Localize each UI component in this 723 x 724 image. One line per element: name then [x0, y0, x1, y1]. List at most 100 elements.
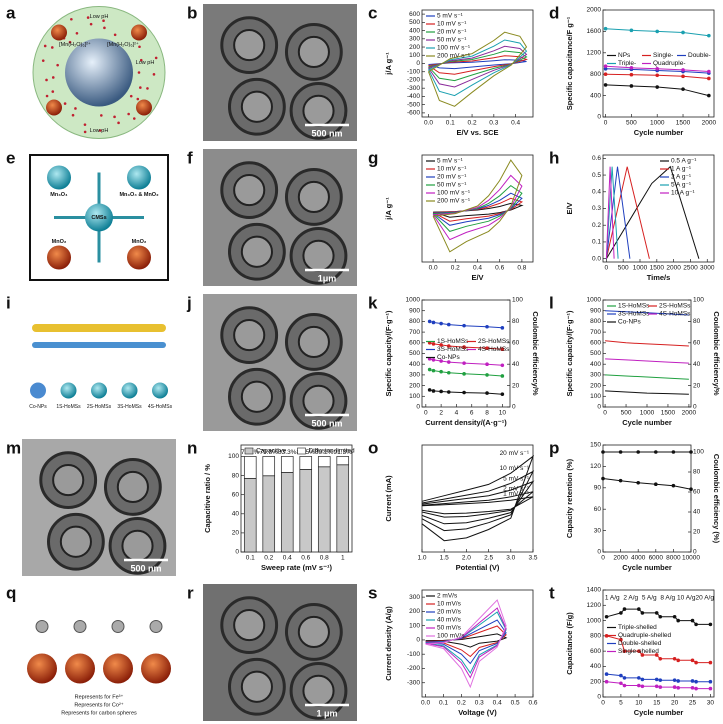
y-tick-label: 1000	[587, 617, 602, 624]
y2-tick-label: 60	[512, 340, 520, 347]
x-tick-label: 15	[653, 700, 661, 707]
y-axis-label: Specific capacitance/F g⁻¹	[565, 16, 574, 110]
y-tick-label: 2000	[587, 7, 602, 14]
particle-core	[297, 35, 330, 69]
point	[672, 614, 677, 619]
particle-core	[240, 670, 273, 703]
y-tick-label: 400	[590, 92, 601, 99]
plot-frame	[602, 9, 715, 118]
particle-core	[302, 674, 335, 707]
hollow-sphere	[65, 653, 95, 684]
legend-label: 2S-HoMSs	[478, 338, 510, 345]
point	[708, 686, 713, 691]
diagram-label: MnO₂	[132, 239, 147, 245]
y-tick-label: 1400	[587, 587, 602, 594]
ion	[71, 113, 75, 117]
series-line	[605, 310, 689, 316]
ion	[63, 102, 67, 105]
panel-letter: l	[549, 293, 554, 312]
y-tick-label: 500	[409, 350, 420, 357]
point	[676, 686, 680, 690]
point	[676, 618, 680, 623]
point	[707, 33, 711, 38]
y-tick-label: 200	[590, 382, 601, 389]
y2-tick-label: 100	[512, 297, 523, 304]
point	[694, 622, 698, 627]
y-tick-label: 400	[409, 361, 420, 368]
y2-tick-label: 20	[693, 529, 701, 536]
x-tick-label: 0.0	[421, 700, 430, 707]
point	[500, 326, 505, 330]
series-line	[605, 340, 689, 347]
y-tick-label: 300	[409, 36, 420, 43]
y-tick-label: 900	[590, 307, 601, 314]
sphere	[47, 165, 71, 190]
y-tick-label: 100	[409, 52, 420, 59]
legend-label: 1 A g⁻¹	[671, 166, 692, 173]
x-tick-label: 8	[485, 410, 489, 417]
rate-label: 2 A/g	[623, 595, 638, 602]
ion	[127, 112, 130, 116]
x-tick-label: 0.4	[493, 700, 502, 707]
point	[485, 391, 489, 395]
y-tick-label: 120	[590, 463, 601, 470]
legend-label: 100 mV/s	[437, 633, 465, 640]
point	[655, 67, 660, 71]
legend-label: Co-NPs	[437, 354, 461, 361]
x-tick-label: 1000	[633, 265, 648, 272]
x-tick-label: 0.1	[446, 120, 455, 127]
carbon-sphere	[73, 620, 87, 633]
y-axis-label: Capacitance (F/g)	[565, 612, 574, 675]
shell-particle	[51, 24, 67, 41]
point	[671, 450, 676, 454]
series-line	[605, 166, 619, 259]
value-label: 91.3%	[334, 449, 353, 456]
point	[681, 87, 685, 91]
y2-tick-label: 40	[693, 361, 701, 368]
carbon-sphere	[149, 620, 163, 633]
series-line	[428, 50, 528, 82]
y-tick-label: 0	[416, 404, 420, 411]
point	[629, 84, 634, 88]
legend-label: 20 mV s⁻¹	[437, 174, 467, 181]
y2-tick-label: 100	[693, 449, 704, 456]
y-tick-label: 300	[590, 372, 601, 379]
x-tick-label: 1000	[640, 410, 655, 417]
legend-label: 3S-HoMSs	[618, 311, 650, 318]
y-tick-label: 300	[409, 372, 420, 379]
point	[462, 361, 466, 365]
y-tick-label: 0.5	[592, 172, 601, 179]
y-tick-label: 200	[590, 678, 601, 685]
point	[427, 319, 432, 324]
x-tick-label: 2000	[682, 410, 697, 417]
point	[640, 677, 645, 682]
ion	[139, 58, 143, 62]
point	[439, 389, 443, 394]
legend-label: 2 mV/s	[437, 593, 458, 600]
x-tick-label: 1000	[650, 120, 665, 127]
y-tick-label: 400	[590, 361, 601, 368]
x-tick-label: 2000	[666, 265, 681, 272]
diagram-label: 3S-HoMSs	[117, 404, 142, 410]
legend-label: 10 mV/s	[437, 601, 462, 608]
ion	[56, 63, 59, 67]
series-line	[605, 166, 631, 259]
x-axis-label: Potential (V)	[456, 563, 500, 572]
x-tick-label: 0.4	[473, 265, 482, 272]
point	[629, 65, 634, 70]
legend-label: Quadruple-	[653, 60, 686, 67]
ion	[152, 73, 156, 76]
y-axis-label: Current density (A/g)	[384, 606, 393, 681]
ion	[139, 86, 142, 89]
plot-frame	[602, 589, 715, 698]
point	[446, 322, 451, 327]
x-axis-label: Cycle number	[634, 708, 684, 717]
y2-tick-label: 60	[693, 340, 701, 347]
point	[655, 73, 660, 78]
point	[604, 679, 609, 684]
rate-label: 8 A/g	[660, 595, 675, 602]
legend-swatch	[297, 447, 306, 455]
panel-letter: k	[368, 293, 378, 312]
y-tick-label: 300	[409, 594, 420, 601]
diagram-label: [Mn(H₂O)₆]²⁺	[107, 41, 139, 48]
